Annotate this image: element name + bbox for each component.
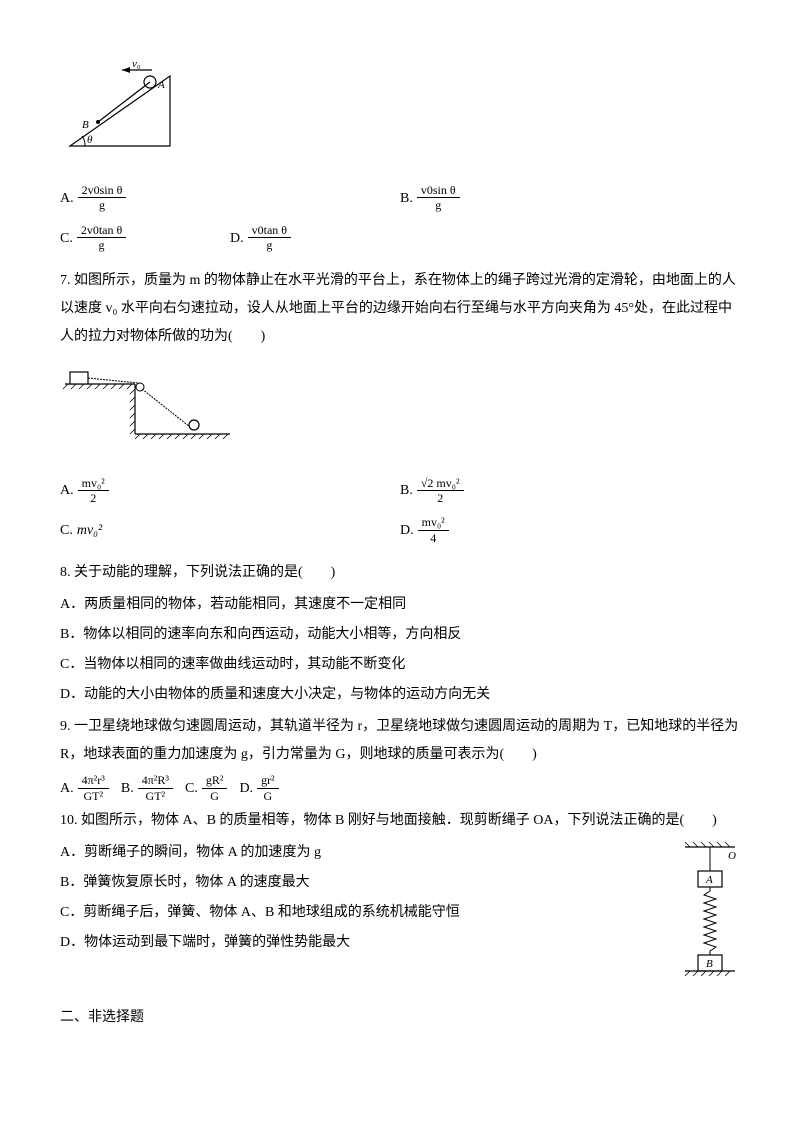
q9-opt-a-label: A. [60, 775, 74, 803]
q6-opt-c-label: C. [60, 225, 73, 253]
q9-opt-d-label: D. [239, 775, 253, 803]
q10-a-label: A [705, 874, 713, 886]
q7-stem: 7. 如图所示，质量为 m 的物体静止在水平光滑的平台上，系在物体上的绳子跨过光… [60, 267, 740, 351]
q8-opt-c: C．当物体以相同的速率做曲线运动时，其动能不断变化 [60, 651, 740, 679]
q7-opt-a-label: A. [60, 477, 74, 505]
q6-opt-a-label: A. [60, 185, 74, 213]
q6-options: A. 2v0sin θ g B. v0sin θ g C. 2v0tan θ g… [60, 183, 740, 263]
q8-opt-a: A．两质量相同的物体，若动能相同，其速度不一定相同 [60, 591, 740, 619]
point-b: B [82, 119, 89, 131]
q9-stem: 9. 一卫星绕地球做匀速圆周运动，其轨道半径为 r，卫星绕地球做匀速圆周运动的周… [60, 713, 740, 769]
q6-opt-d-frac: v0tan θ g [248, 223, 291, 253]
q9-opt-b-frac: 4π²R³ GT² [138, 773, 173, 803]
q10-stem: 10. 如图所示，物体 A、B 的质量相等，物体 B 刚好与地面接触．现剪断绳子… [60, 807, 740, 835]
point-a: A [157, 79, 165, 91]
q10-opt-b: B．弹簧恢复原长时，物体 A 的速度最大 [60, 869, 740, 897]
q7-options: A. mv₀² 2 B. √2 mv₀² 2 C. mv₀² D. mv₀² 4 [60, 476, 740, 556]
q6-opt-a-frac: 2v0sin θ g [78, 183, 127, 213]
q6-opt-b-label: B. [400, 185, 413, 213]
q7-figure [60, 359, 740, 460]
q9-opt-d-frac: gr² G [257, 773, 279, 803]
q9-opt-b-label: B. [121, 775, 134, 803]
q9-opt-c-label: C. [185, 775, 198, 803]
q8-opt-b: B．物体以相同的速率向东和向西运动，动能大小相等，方向相反 [60, 621, 740, 649]
q10-b-label: B [706, 958, 713, 970]
q10-o-label: O [728, 850, 736, 862]
q7-opt-a-frac: mv₀² 2 [78, 476, 109, 506]
q6-opt-c-frac: 2v0tan θ g [77, 223, 126, 253]
q7-opt-b-label: B. [400, 477, 413, 505]
q8-stem: 8. 关于动能的理解，下列说法正确的是( ) [60, 559, 740, 587]
q6-opt-b-frac: v0sin θ g [417, 183, 460, 213]
q9-options: A. 4π²r³ GT² B. 4π²R³ GT² C. gR² G D. gr… [60, 773, 740, 803]
q9-opt-c-frac: gR² G [202, 773, 228, 803]
q10-opt-c: C．剪断绳子后，弹簧、物体 A、B 和地球组成的系统机械能守恒 [60, 899, 740, 927]
q7-opt-c-label: C. [60, 517, 73, 545]
q6-figure: θ A B v₀ [60, 56, 740, 167]
q7-opt-c-text: mv₀² [77, 517, 102, 545]
q10-figure: O A B [680, 839, 740, 1000]
q10-opt-d: D．物体运动到最下端时，弹簧的弹性势能最大 [60, 929, 740, 957]
theta-label: θ [87, 134, 93, 146]
section-2-heading: 二、非选择题 [60, 1004, 740, 1032]
q6-opt-d-label: D. [230, 225, 244, 253]
q7-opt-d-frac: mv₀² 4 [418, 515, 449, 545]
v0-label: v₀ [132, 58, 141, 70]
q9-opt-a-frac: 4π²r³ GT² [78, 773, 109, 803]
q7-opt-b-frac: √2 mv₀² 2 [417, 476, 464, 506]
q7-opt-d-label: D. [400, 517, 414, 545]
q10-opt-a: A．剪断绳子的瞬间，物体 A 的加速度为 g [60, 839, 740, 867]
q8-opt-d: D．动能的大小由物体的质量和速度大小决定，与物体的运动方向无关 [60, 681, 740, 709]
